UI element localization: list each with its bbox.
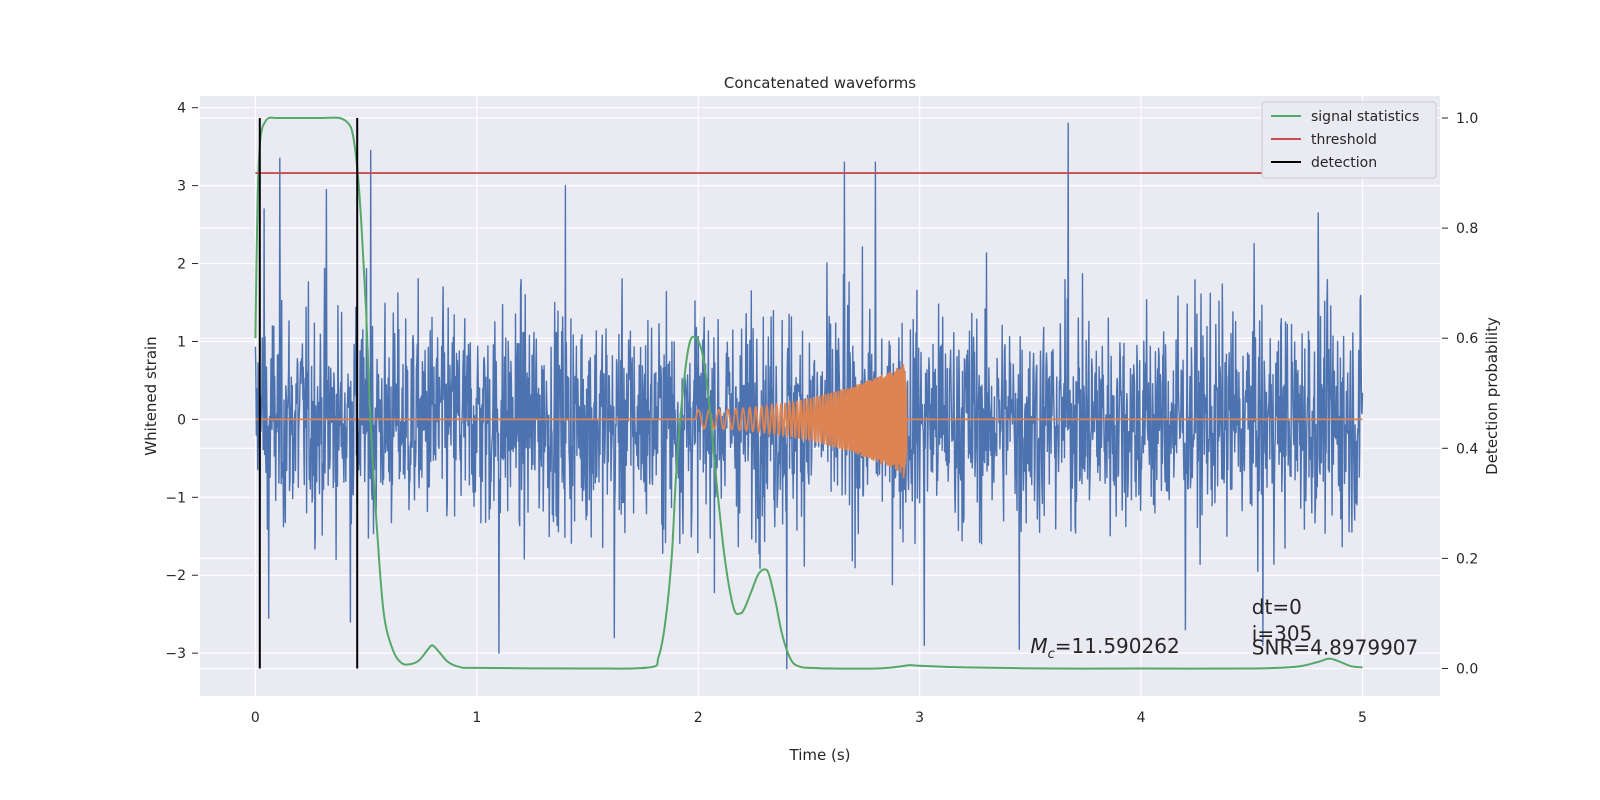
x-tick-label: 2 xyxy=(694,710,703,726)
y-right-tick-label: 0.6 xyxy=(1456,331,1478,347)
x-tick-label: 0 xyxy=(251,710,260,726)
y-tick-label: −2 xyxy=(165,568,186,584)
x-axis-label: Time (s) xyxy=(789,746,851,764)
annotation-text: SNR=4.8979907 xyxy=(1252,636,1418,660)
y-axis-label: Whitened strain xyxy=(142,336,160,455)
y-right-tick-label: 1.0 xyxy=(1456,111,1478,127)
y-tick-label: 1 xyxy=(177,334,186,350)
y-right-tick-label: 0.2 xyxy=(1456,551,1478,567)
series-chirp-line xyxy=(255,364,1363,479)
x-tick-label: 5 xyxy=(1358,710,1367,726)
y-tick-label: −1 xyxy=(165,490,186,506)
legend-label-threshold: threshold xyxy=(1311,132,1377,148)
series-signal-statistics-line xyxy=(254,116,1363,670)
y-tick-label: 4 xyxy=(177,101,186,117)
y-right-tick-label: 0.8 xyxy=(1456,221,1478,237)
annotation-text: i=305 xyxy=(1252,622,1313,646)
y-tick-label: −3 xyxy=(165,646,186,662)
annotation-text: Mc=11.590262 xyxy=(1030,634,1179,662)
annotation-text: dt=0 xyxy=(1252,595,1302,619)
y-right-tick-label: 0.0 xyxy=(1456,661,1478,677)
legend: signal statistics threshold detection xyxy=(1261,101,1437,179)
legend-label-signal-statistics: signal statistics xyxy=(1311,109,1419,125)
legend-box xyxy=(1261,101,1437,179)
legend-label-detection: detection xyxy=(1311,155,1377,171)
x-tick-label: 4 xyxy=(1137,710,1146,726)
y-tick-label: 2 xyxy=(177,257,186,273)
y-tick-label: 0 xyxy=(177,412,186,428)
y-axis-right-label: Detection probability xyxy=(1483,317,1501,475)
chart-title: Concatenated waveforms xyxy=(724,74,916,92)
x-tick-label: 1 xyxy=(472,710,481,726)
x-tick-label: 3 xyxy=(915,710,924,726)
y-right-tick-label: 0.4 xyxy=(1456,441,1478,457)
series-layer xyxy=(254,116,1385,670)
series-noise-line xyxy=(254,122,1364,670)
y-tick-label: 3 xyxy=(177,179,186,195)
ticks: 0 1 2 3 4 5 −3 −2 −1 0 1 2 3 4 0.0 0.2 0.4 0.6 0.8 1.0 xyxy=(165,101,1478,726)
